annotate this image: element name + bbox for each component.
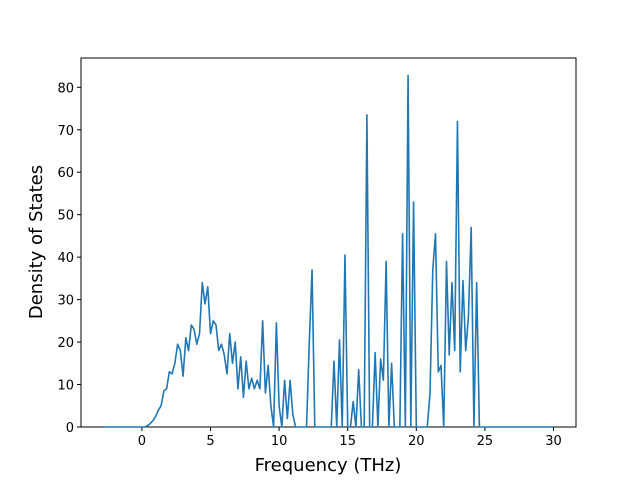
y-tick-label: 50 [57, 209, 74, 224]
y-tick-label: 10 [57, 379, 74, 394]
y-tick-label: 80 [57, 81, 74, 96]
y-tick-label: 60 [57, 166, 74, 181]
y-tick-label: 20 [57, 336, 74, 351]
x-tick-label: 20 [408, 434, 425, 449]
y-tick-label: 0 [66, 421, 74, 436]
x-axis-label: Frequency (THz) [255, 455, 402, 476]
y-tick-label: 70 [57, 124, 74, 139]
x-tick-label: 30 [545, 434, 562, 449]
y-tick-label: 40 [57, 251, 74, 266]
line-series [103, 74, 554, 428]
y-axis-label: Density of States [26, 165, 47, 319]
x-tick-label: 10 [271, 434, 288, 449]
plot-frame [80, 57, 577, 428]
x-tick-label: 0 [138, 434, 146, 449]
x-tick-label: 25 [477, 434, 494, 449]
y-tick-label: 30 [57, 294, 74, 309]
x-tick-label: 5 [206, 434, 214, 449]
x-tick-label: 15 [339, 434, 356, 449]
